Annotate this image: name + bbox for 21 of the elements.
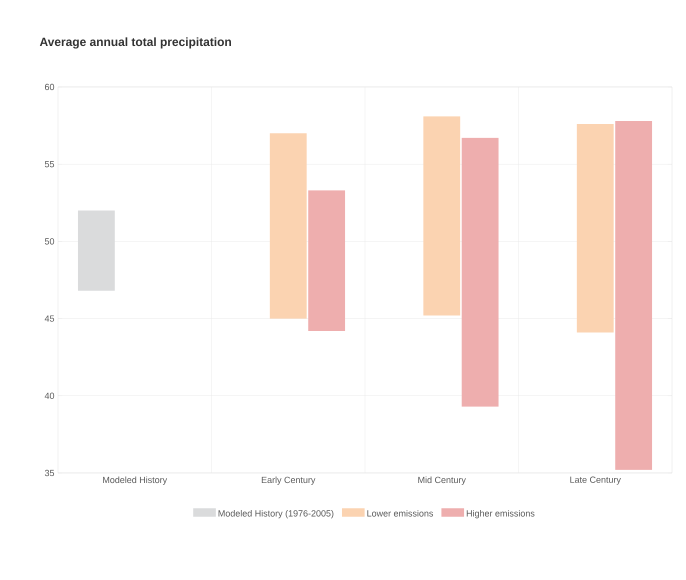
legend-label: Higher emissions [466, 510, 534, 518]
bar [576, 124, 614, 332]
chart-title: Average annual total precipitation [40, 37, 231, 49]
x-tick-label: Early Century [262, 476, 316, 485]
bar [78, 210, 115, 291]
y-tick-label: 40 [44, 392, 54, 399]
x-tick-label: Modeled History [103, 476, 168, 485]
x-tick-label: Mid Century [418, 476, 466, 485]
bar [462, 138, 499, 407]
bar [423, 116, 460, 316]
bar [308, 190, 346, 331]
legend-label: Lower emissions [367, 510, 434, 517]
y-tick-label: 50 [44, 238, 54, 245]
y-tick-label: 60 [44, 84, 54, 90]
y-tick-label: 45 [44, 315, 54, 322]
bar [270, 133, 307, 319]
y-tick-label: 35 [44, 470, 54, 476]
bar [615, 120, 652, 470]
legend-label: Modeled History (1976-2005) [218, 510, 334, 518]
y-tick-label: 55 [44, 161, 54, 168]
x-tick-label: Late Century [570, 476, 621, 485]
